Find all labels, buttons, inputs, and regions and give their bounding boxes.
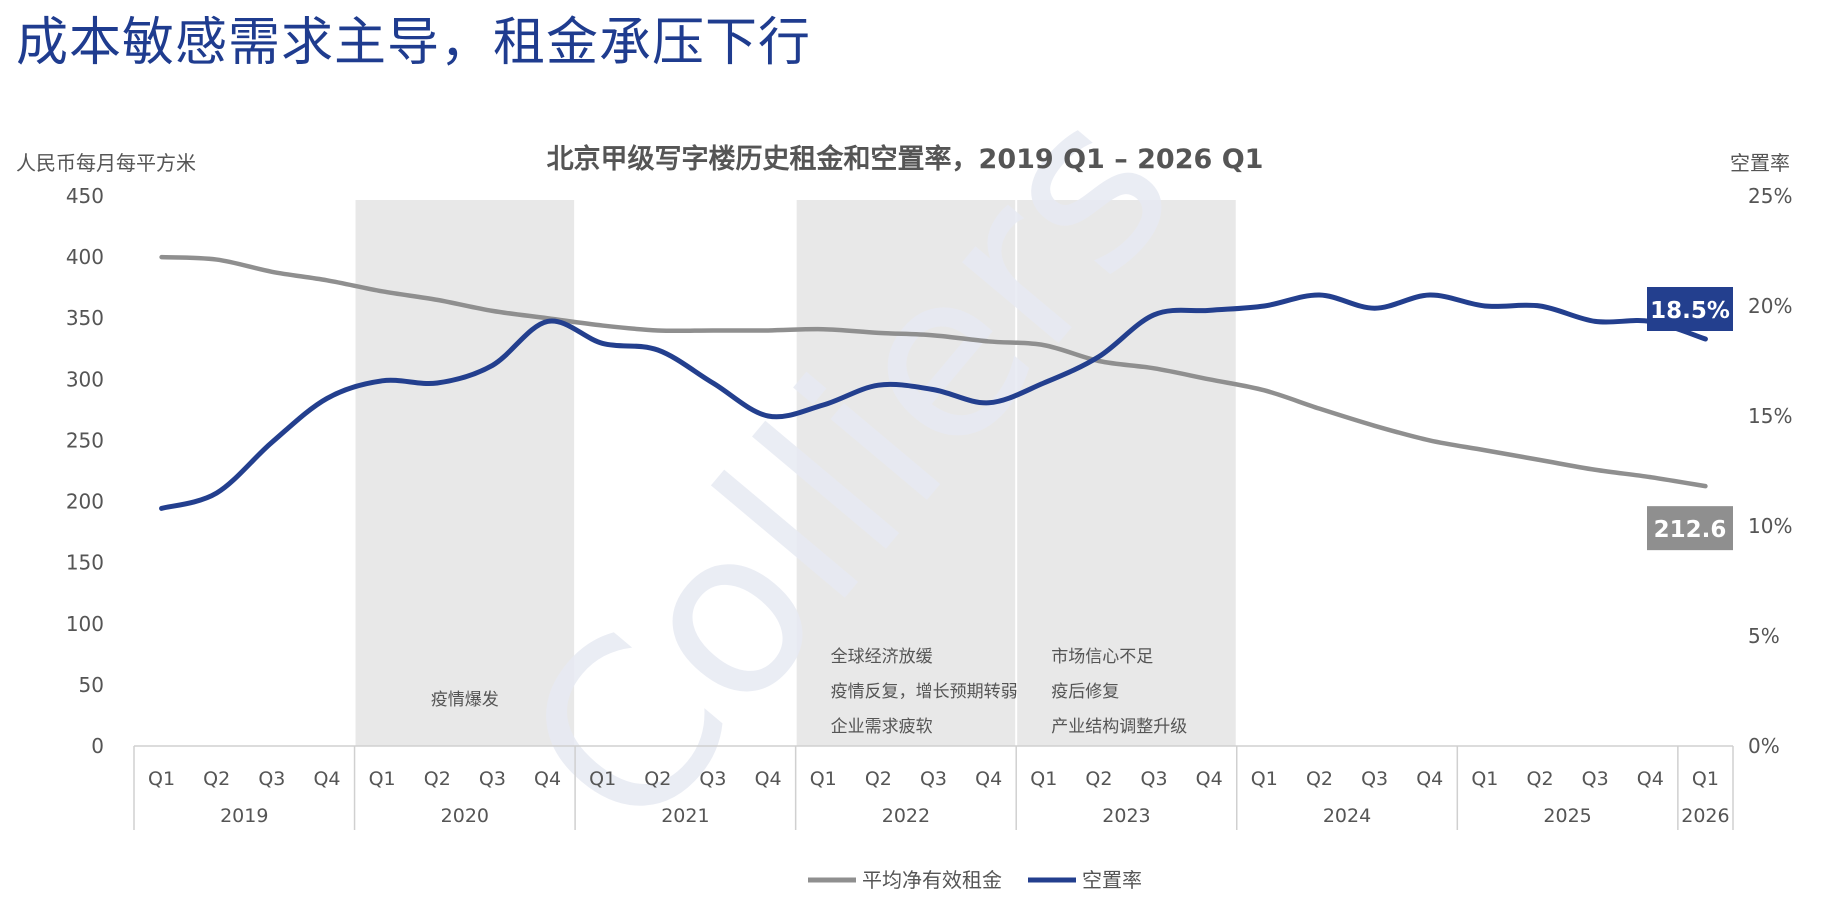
quarter-tick-label: Q1 <box>369 768 396 790</box>
y-right-tick-label: 15% <box>1748 404 1792 428</box>
y-left-axis-label: 人民币每月每平方米 <box>16 151 196 175</box>
end-value-label: 18.5% <box>1650 298 1730 324</box>
quarter-tick-label: Q2 <box>1526 768 1553 790</box>
quarter-tick-label: Q4 <box>1196 768 1223 790</box>
y-left-tick-label: 150 <box>66 551 104 575</box>
quarter-tick-label: Q3 <box>479 768 506 790</box>
quarter-tick-label: Q2 <box>865 768 892 790</box>
end-label-box <box>1647 506 1733 551</box>
quarter-tick-label: Q3 <box>920 768 947 790</box>
quarter-tick-label: Q4 <box>313 768 340 790</box>
series-line-vacancy <box>159 292 1708 511</box>
quarter-tick-label: Q4 <box>1416 768 1443 790</box>
year-label: 2025 <box>1543 805 1591 827</box>
legend: 平均净有效租金 空置率 <box>808 868 1142 892</box>
quarter-tick-label: Q3 <box>1361 768 1388 790</box>
quarter-tick-label: Q1 <box>1251 768 1278 790</box>
y-left-tick-label: 50 <box>79 673 104 697</box>
y-left-tick-label: 100 <box>66 612 104 636</box>
y-right-axis-label: 空置率 <box>1730 151 1790 175</box>
quarter-tick-label: Q3 <box>258 768 285 790</box>
y-right-tick-label: 20% <box>1748 294 1792 318</box>
series-lines <box>159 254 1708 511</box>
year-label: 2026 <box>1681 805 1729 827</box>
quarter-tick-label: Q4 <box>534 768 561 790</box>
y-right-tick-label: 5% <box>1748 624 1780 648</box>
y-right-ticks: 0% 5% 10% 15% 20% 25% <box>1748 184 1792 758</box>
y-left-tick-label: 300 <box>66 367 104 391</box>
y-left-tick-label: 350 <box>66 306 104 330</box>
y-right-tick-label: 0% <box>1748 734 1780 758</box>
quarter-tick-label: Q1 <box>148 768 175 790</box>
end-labels: 212.6 18.5% <box>1647 287 1733 551</box>
end-label-box <box>1647 287 1733 331</box>
legend-label: 空置率 <box>1082 868 1142 892</box>
year-label: 2022 <box>882 805 930 827</box>
period-note: 疫情反复，增长预期转弱 <box>831 682 1018 702</box>
period-note: 产业结构调整升级 <box>1051 717 1187 737</box>
period-note: 疫后修复 <box>1051 682 1119 702</box>
period-note: 市场信心不足 <box>1051 647 1153 667</box>
quarter-tick-label: Q1 <box>589 768 616 790</box>
quarter-tick-label: Q3 <box>699 768 726 790</box>
year-label: 2020 <box>441 805 489 827</box>
x-axis: Q1 Q2 Q3 Q4 Q1 Q2 Q3 Q4 Q1 Q2 Q3 Q4 Q1 Q2 Q3 Q4 Q1 Q2 Q3 Q4… <box>133 745 1734 830</box>
year-label: 2019 <box>220 805 268 827</box>
chart-title: 北京甲级写字楼历史租金和空置率，2019 Q1 – 2026 Q1 <box>547 143 1264 175</box>
year-label: 2024 <box>1323 805 1371 827</box>
y-left-tick-label: 450 <box>66 184 104 208</box>
legend-label: 平均净有效租金 <box>862 868 1002 892</box>
page-headline: 成本敏感需求主导，租金承压下行 <box>16 13 812 73</box>
quarter-tick-label: Q1 <box>1030 768 1057 790</box>
quarter-tick-label: Q2 <box>1085 768 1112 790</box>
quarter-tick-label: Q2 <box>644 768 671 790</box>
y-right-tick-label: 10% <box>1748 514 1792 538</box>
quarter-tick-label: Q1 <box>1692 768 1719 790</box>
quarter-tick-label: Q1 <box>1471 768 1498 790</box>
quarter-tick-label: Q2 <box>1306 768 1333 790</box>
y-left-ticks: 0 50 100 150 200 250 300 350 400 450 <box>66 184 104 758</box>
quarter-tick-label: Q2 <box>203 768 230 790</box>
quarter-tick-label: Q4 <box>1637 768 1664 790</box>
quarter-tick-label: Q3 <box>1141 768 1168 790</box>
y-right-tick-label: 25% <box>1748 184 1792 208</box>
quarter-tick-label: Q3 <box>1582 768 1609 790</box>
y-left-tick-label: 0 <box>91 734 104 758</box>
period-note: 企业需求疲软 <box>831 717 933 737</box>
year-label: 2021 <box>661 805 709 827</box>
end-value-label: 212.6 <box>1654 517 1727 543</box>
period-note: 全球经济放缓 <box>831 647 933 667</box>
shaded-period <box>1017 200 1236 746</box>
quarter-tick-label: Q2 <box>424 768 451 790</box>
quarter-tick-label: Q4 <box>975 768 1002 790</box>
quarter-tick-label: Q1 <box>810 768 837 790</box>
year-label: 2023 <box>1102 805 1150 827</box>
y-left-tick-label: 200 <box>66 490 104 514</box>
shaded-period <box>796 200 1016 746</box>
y-left-tick-label: 400 <box>66 245 104 269</box>
y-left-tick-label: 250 <box>66 428 104 452</box>
quarter-tick-label: Q4 <box>755 768 782 790</box>
period-note: 疫情爆发 <box>431 690 499 710</box>
